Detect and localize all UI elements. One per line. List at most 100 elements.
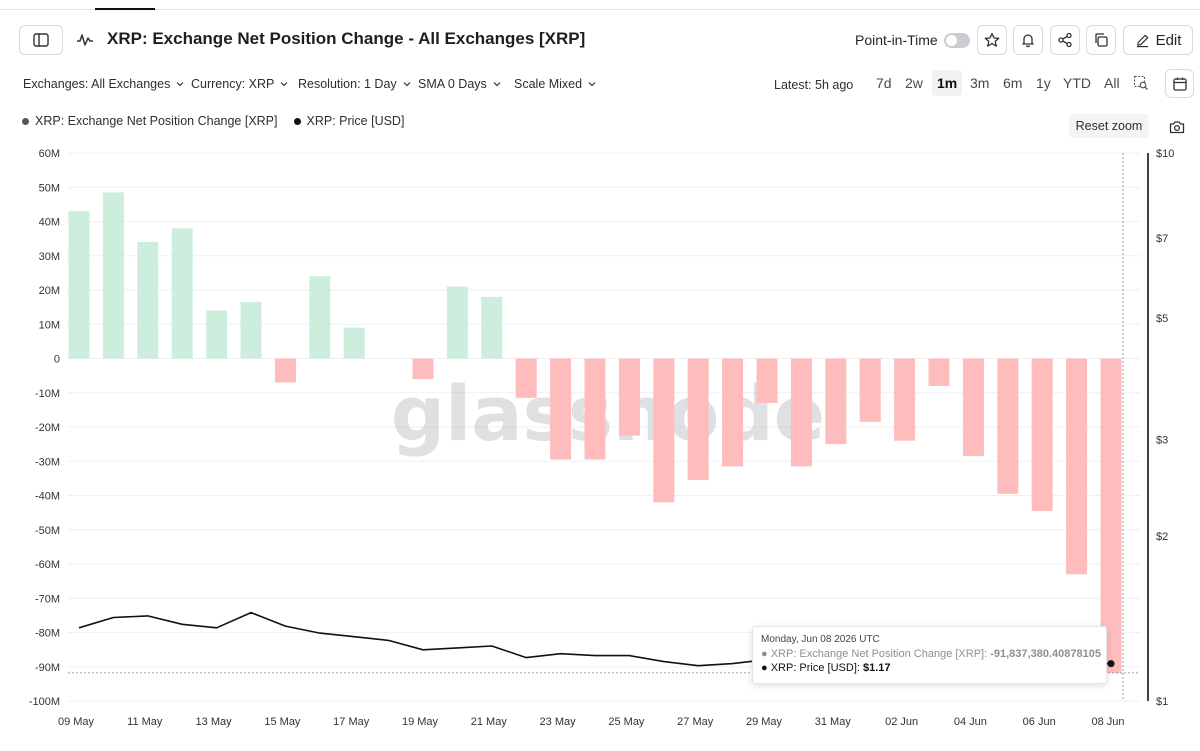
tooltip-net-position-label: XRP: Exchange Net Position Change [XRP]:	[770, 648, 988, 660]
left-axis-tick-label: 30M	[39, 251, 60, 263]
tooltip-bullet: ●	[761, 662, 771, 674]
reset-zoom-button[interactable]: Reset zoom	[1069, 114, 1149, 138]
edit-button[interactable]: Edit	[1123, 25, 1193, 55]
currency-dropdown[interactable]: Currency: XRP	[191, 77, 288, 91]
chevron-down-icon	[493, 82, 501, 87]
left-axis-tick-label: 50M	[39, 182, 60, 194]
filter-bar: Exchanges: All Exchanges Currency: XRP R…	[0, 68, 1200, 100]
x-axis-tick-label: 08 Jun	[1091, 716, 1124, 728]
bar-net-position	[1066, 358, 1088, 575]
right-axis-tick-label: $3	[1156, 435, 1168, 447]
bar-net-position	[653, 358, 675, 503]
resolution-dropdown[interactable]: Resolution: 1 Day	[298, 77, 411, 91]
bar-net-position	[962, 358, 984, 457]
left-axis-tick-label: -50M	[35, 525, 60, 537]
chart-legend: XRP: Exchange Net Position Change [XRP] …	[22, 114, 404, 128]
chevron-down-icon	[176, 82, 184, 87]
toggle-knob	[946, 35, 957, 46]
range-2w[interactable]: 2w	[905, 75, 923, 91]
sma-dropdown[interactable]: SMA 0 Days	[418, 77, 501, 91]
bar-net-position	[1100, 358, 1122, 673]
share-icon	[1058, 32, 1072, 48]
hover-tooltip: Monday, Jun 08 2026 UTC ● XRP: Exchange …	[752, 626, 1107, 684]
legend-label-price: XRP: Price [USD]	[306, 114, 405, 128]
bar-net-position	[274, 358, 296, 383]
range-ytd[interactable]: YTD	[1063, 75, 1091, 91]
x-axis-tick-label: 29 May	[746, 716, 783, 728]
legend-item-price[interactable]: XRP: Price [USD]	[293, 114, 405, 128]
bar-net-position	[722, 358, 744, 467]
x-axis-tick-label: 06 Jun	[1023, 716, 1056, 728]
exchanges-dropdown[interactable]: Exchanges: All Exchanges	[23, 77, 184, 91]
favorite-button[interactable]	[977, 25, 1007, 55]
line-chart-icon	[77, 34, 93, 46]
bar-net-position	[68, 211, 90, 359]
tooltip-bullet: ●	[761, 648, 771, 660]
legend-dot-net-position	[22, 117, 29, 125]
tooltip-row-price: ● XRP: Price [USD]: $1.17	[761, 662, 891, 674]
x-axis: 09 May 11 May 13 May 15 May 17 May 19 May 21 M…	[58, 716, 1125, 728]
range-7d[interactable]: 7d	[876, 75, 892, 91]
bar-net-position	[618, 358, 640, 436]
bar-net-position	[137, 242, 159, 359]
active-tab-indicator	[95, 8, 155, 10]
x-axis-tick-label: 19 May	[402, 716, 439, 728]
range-1m[interactable]: 1m	[932, 70, 963, 96]
currency-dropdown-label: Currency: XRP	[191, 77, 275, 91]
right-axis: $10 $7 $5 $3 $2 $1	[1147, 148, 1174, 708]
range-3m[interactable]: 3m	[970, 75, 990, 91]
bars-layer	[68, 192, 1122, 673]
alert-button[interactable]	[1013, 25, 1043, 55]
bar-net-position	[997, 358, 1019, 494]
chevron-down-icon	[588, 82, 596, 87]
bar-net-position	[102, 192, 124, 359]
sma-dropdown-label: SMA 0 Days	[418, 77, 487, 91]
right-axis-tick-label: $1	[1156, 696, 1168, 708]
screenshot-button[interactable]	[1165, 117, 1189, 137]
legend-label-net-position: XRP: Exchange Net Position Change [XRP]	[35, 114, 278, 128]
bar-net-position	[343, 327, 365, 359]
chevron-down-icon	[403, 82, 411, 87]
legend-item-net-position[interactable]: XRP: Exchange Net Position Change [XRP]	[22, 114, 278, 128]
chart-canvas[interactable]: glassnode 60M 50M 40M 30M 20M 10M 0 -10M -20M -30…	[0, 140, 1200, 740]
point-in-time-toggle[interactable]	[944, 33, 970, 48]
left-axis-tick-label: -70M	[35, 593, 60, 605]
zoom-select-icon	[1133, 75, 1148, 90]
range-6m[interactable]: 6m	[1003, 75, 1023, 91]
tooltip-price-label: XRP: Price [USD]:	[770, 662, 860, 674]
bell-icon	[1022, 34, 1034, 48]
range-1y[interactable]: 1y	[1036, 75, 1051, 91]
camera-icon	[1169, 121, 1185, 134]
bar-net-position	[756, 358, 778, 404]
x-axis-tick-label: 21 May	[471, 716, 508, 728]
scale-dropdown-label: Scale Mixed	[514, 77, 583, 91]
right-axis-tick-label: $10	[1156, 148, 1174, 160]
chart-header: XRP: Exchange Net Position Change - All …	[0, 22, 1200, 58]
calendar-icon	[1172, 77, 1187, 91]
left-axis-tick-label: 60M	[39, 148, 60, 160]
bar-net-position	[550, 358, 572, 460]
resolution-dropdown-label: Resolution: 1 Day	[298, 77, 397, 91]
left-axis-tick-label: -10M	[35, 388, 60, 400]
share-button[interactable]	[1050, 25, 1080, 55]
x-axis-tick-label: 23 May	[540, 716, 577, 728]
x-axis-tick-label: 31 May	[815, 716, 852, 728]
point-in-time-label: Point-in-Time	[855, 32, 938, 48]
x-axis-tick-label: 09 May	[58, 716, 95, 728]
x-axis-tick-label: 17 May	[333, 716, 370, 728]
x-axis-tick-label: 15 May	[264, 716, 301, 728]
date-picker-button[interactable]	[1165, 69, 1194, 98]
left-axis-tick-label: -80M	[35, 628, 60, 640]
sidebar-toggle-button[interactable]	[19, 25, 63, 55]
scale-dropdown[interactable]: Scale Mixed	[514, 77, 596, 91]
bar-net-position	[928, 358, 950, 386]
zoom-select-button[interactable]	[1128, 70, 1154, 96]
left-axis-tick-label: 20M	[39, 285, 60, 297]
range-all[interactable]: All	[1104, 75, 1120, 91]
latest-update-label: Latest: 5h ago	[774, 78, 854, 92]
bar-net-position	[1031, 358, 1053, 511]
x-axis-tick-label: 27 May	[677, 716, 714, 728]
left-axis-tick-label: -60M	[35, 559, 60, 571]
right-axis-tick-label: $5	[1156, 313, 1168, 325]
duplicate-button[interactable]	[1086, 25, 1116, 55]
